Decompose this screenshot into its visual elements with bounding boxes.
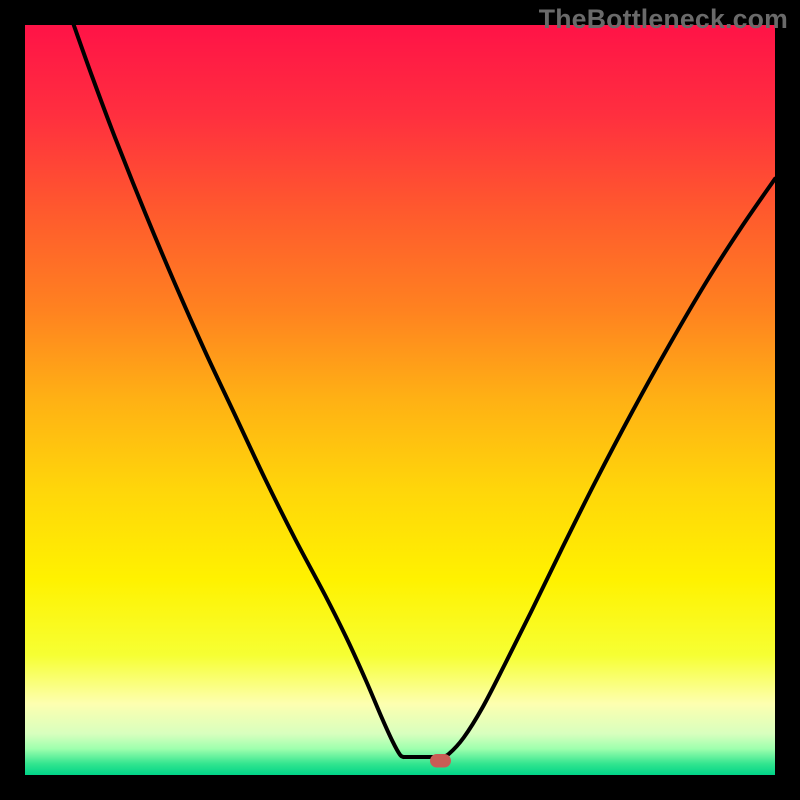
watermark-label: TheBottleneck.com [539,4,788,35]
chart-stage: TheBottleneck.com [0,0,800,800]
valley-marker [430,754,451,768]
chart-svg [0,0,800,800]
gradient-panel [25,25,775,775]
